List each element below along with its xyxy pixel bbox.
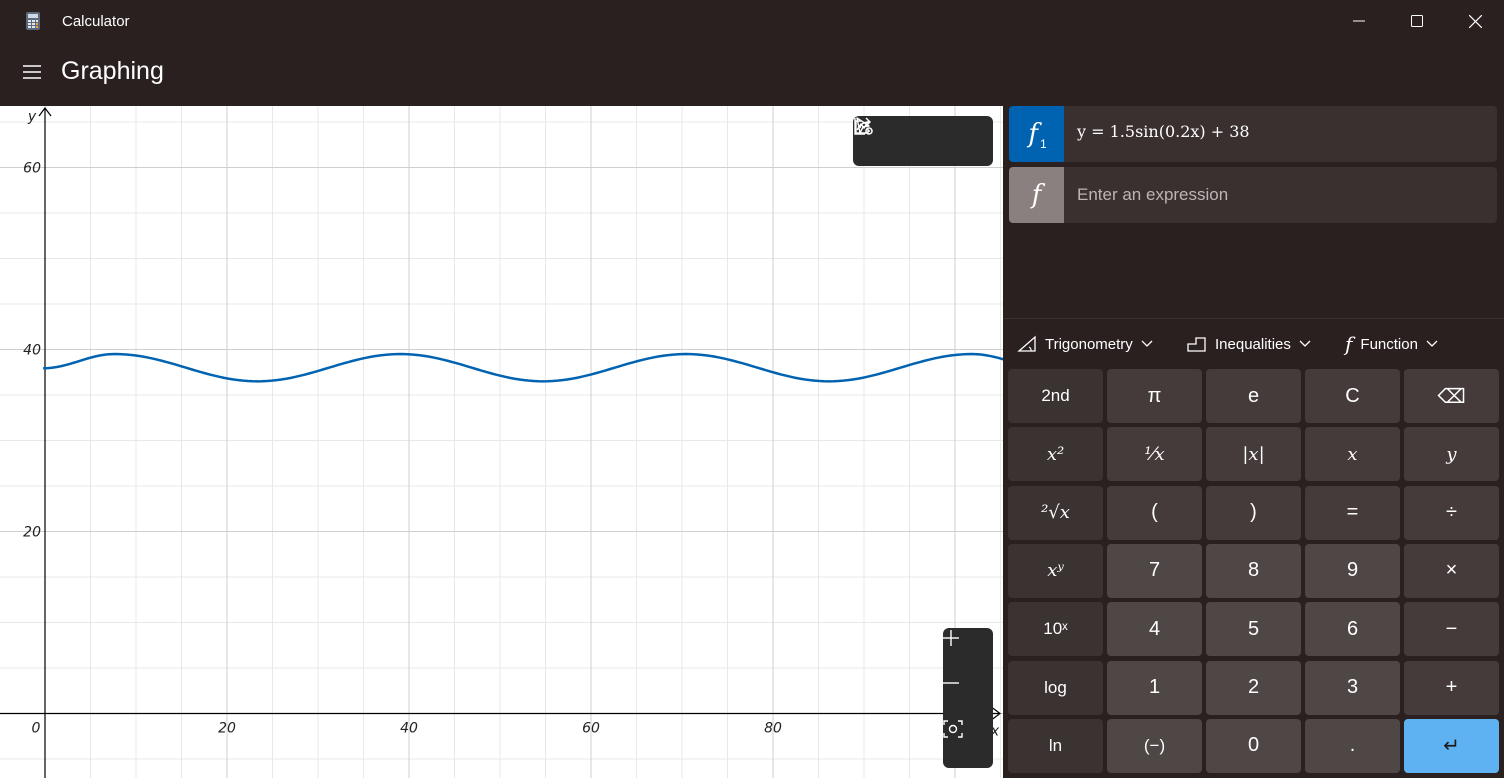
equals-key[interactable]: = — [1305, 485, 1400, 540]
function-symbol: f — [1028, 119, 1038, 149]
minimize-icon — [1353, 20, 1365, 22]
calculator-app-icon — [26, 12, 40, 30]
expression-input[interactable]: Enter an expression — [1077, 185, 1229, 204]
chevron-down-icon — [1426, 340, 1438, 347]
inequalities-dropdown[interactable]: Inequalities — [1187, 331, 1311, 357]
y-tick-label: 20 — [23, 525, 41, 541]
function-row-2[interactable]: f Enter an expression — [1009, 167, 1497, 223]
close-paren-key[interactable]: ) — [1206, 485, 1301, 540]
maximize-icon — [1411, 15, 1423, 27]
enter-key[interactable]: ↵ — [1404, 718, 1499, 773]
chevron-down-icon — [1299, 340, 1311, 347]
x-tick-label: 80 — [764, 721, 782, 737]
log-key[interactable]: log — [1008, 660, 1103, 715]
reciprocal-key[interactable]: ¹⁄x — [1107, 427, 1202, 482]
x-tick-label: 20 — [218, 721, 236, 737]
fit-view-icon — [943, 720, 963, 738]
pi-key[interactable]: π — [1107, 369, 1202, 423]
graph-canvas[interactable]: y x 0 20 40 60 80 20 40 60 — [0, 106, 1003, 778]
zoom-out-button[interactable] — [943, 675, 993, 719]
y-axis-arrow — [38, 107, 52, 117]
ten-power-key[interactable]: 10ˣ — [1008, 602, 1103, 657]
mode-title: Graphing — [61, 57, 164, 85]
zoom-controls — [943, 628, 993, 768]
digit-8-key[interactable]: 8 — [1206, 543, 1301, 598]
maximize-button[interactable] — [1388, 0, 1446, 42]
variable-y-key[interactable]: y — [1404, 427, 1499, 482]
variable-x-key[interactable]: x — [1305, 427, 1400, 482]
graph-plot: y x 0 20 40 60 80 20 40 60 — [0, 106, 1003, 778]
digit-5-key[interactable]: 5 — [1206, 602, 1301, 657]
absolute-value-key[interactable]: |x| — [1206, 427, 1301, 482]
keypad: 2nd π e C ⌫ x² ¹⁄x |x| x y ²√x() = ÷ xʸ 7 8 9 × 10ˣ 4 5 6− log… — [1003, 368, 1504, 778]
graph-settings-button[interactable] — [854, 118, 986, 161]
function-expression[interactable]: y = 1.5sin(0.2x) + 38 — [1077, 122, 1250, 141]
digit-2-key[interactable]: 2 — [1206, 660, 1301, 715]
category-label: Function — [1360, 335, 1418, 353]
inequalities-icon — [1187, 337, 1206, 352]
y-tick-label: 60 — [23, 161, 41, 177]
category-label: Trigonometry — [1045, 335, 1133, 353]
add-key[interactable]: + — [1404, 660, 1499, 715]
navigation-menu-button[interactable] — [18, 56, 46, 88]
function-color-badge: f — [1009, 167, 1064, 223]
x-tick-label: 60 — [582, 721, 600, 737]
square-root-key[interactable]: ²√x — [1008, 485, 1103, 540]
category-label: Inequalities — [1215, 335, 1291, 353]
zoom-in-button[interactable] — [943, 630, 993, 674]
square-key[interactable]: x² — [1008, 427, 1103, 482]
minus-icon — [943, 682, 959, 684]
open-paren-key[interactable]: ( — [1107, 485, 1202, 540]
ln-key[interactable]: ln — [1008, 718, 1103, 773]
share-icon — [855, 117, 871, 134]
digit-6-key[interactable]: 6 — [1305, 602, 1400, 657]
title-bar: Calculator — [0, 0, 1504, 42]
app-header: Graphing — [0, 42, 1504, 106]
keypad-categories: Trigonometry Inequalities f Function — [1003, 318, 1504, 368]
power-key[interactable]: xʸ — [1008, 543, 1103, 598]
backspace-key[interactable]: ⌫ — [1404, 369, 1499, 423]
chevron-down-icon — [1141, 340, 1153, 347]
multiply-key[interactable]: × — [1404, 543, 1499, 598]
y-axis-label: y — [27, 109, 37, 125]
clear-key[interactable]: C — [1305, 369, 1400, 423]
function-f-icon: f — [1345, 332, 1353, 356]
euler-key[interactable]: e — [1206, 369, 1301, 423]
window-title: Calculator — [62, 13, 130, 30]
reset-view-button[interactable] — [943, 720, 993, 764]
triangle-icon — [1017, 335, 1036, 352]
subtract-key[interactable]: − — [1404, 602, 1499, 657]
graph-settings-icon — [854, 118, 873, 135]
series-f1-line — [43, 352, 1003, 383]
function-index: 1 — [1039, 137, 1047, 151]
x-axis-label: x — [990, 724, 1000, 740]
function-dropdown[interactable]: f Function — [1345, 331, 1438, 357]
digit-0-key[interactable]: 0 — [1206, 718, 1301, 773]
minimize-button[interactable] — [1330, 0, 1388, 42]
y-tick-label: 40 — [23, 343, 41, 359]
share-button[interactable] — [855, 117, 943, 161]
x-tick-label: 40 — [400, 721, 418, 737]
close-icon — [1468, 14, 1482, 28]
digit-7-key[interactable]: 7 — [1107, 543, 1202, 598]
plus-icon — [943, 630, 959, 646]
digit-9-key[interactable]: 9 — [1305, 543, 1400, 598]
divide-key[interactable]: ÷ — [1404, 485, 1499, 540]
hamburger-icon — [23, 65, 41, 79]
decimal-key[interactable]: . — [1305, 718, 1400, 773]
digit-4-key[interactable]: 4 — [1107, 602, 1202, 657]
digit-1-key[interactable]: 1 — [1107, 660, 1202, 715]
negate-key[interactable]: (−) — [1107, 718, 1202, 773]
x-axis-arrow — [991, 707, 1001, 720]
second-function-key[interactable]: 2nd — [1008, 369, 1103, 423]
function-symbol: f — [1031, 180, 1042, 210]
x-tick-label: 0 — [32, 721, 41, 737]
close-button[interactable] — [1446, 0, 1504, 42]
graph-toolbar — [853, 116, 993, 166]
trigonometry-dropdown[interactable]: Trigonometry — [1017, 331, 1153, 357]
digit-3-key[interactable]: 3 — [1305, 660, 1400, 715]
